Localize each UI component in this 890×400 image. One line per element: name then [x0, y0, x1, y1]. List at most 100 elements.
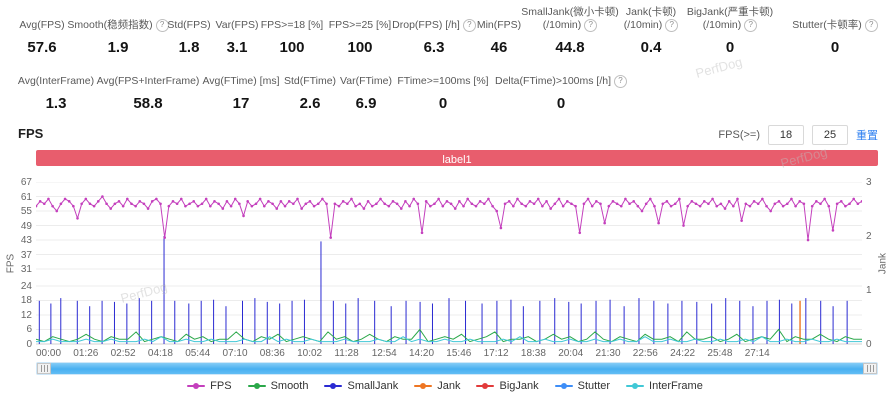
- legend-item-jank[interactable]: Jank: [414, 380, 460, 392]
- y-axis-tick: 49: [20, 220, 32, 232]
- legend-item-smalljank[interactable]: SmallJank: [324, 380, 398, 392]
- metric: Avg(FTime) [ms] 17: [202, 62, 280, 112]
- chart-label-banner: label1: [36, 150, 878, 166]
- scrollbar-track[interactable]: [51, 363, 863, 374]
- metric: Stutter(卡顿率)? 0: [792, 6, 878, 56]
- y-axis-right-tick: 3: [866, 177, 872, 188]
- x-axis-tick: 15:46: [446, 348, 472, 359]
- help-icon[interactable]: ?: [155, 19, 169, 32]
- x-axis-tick: 00:00: [36, 348, 62, 359]
- metrics-row-2: Avg(InterFrame) 1.3 Avg(FPS+InterFrame) 58.…: [0, 62, 890, 116]
- fps-jank-chart[interactable]: [36, 182, 862, 345]
- metric: FPS>=25 [%] 100: [328, 6, 392, 56]
- metric-label: SmallJank(微小卡顿) (/10min)?: [521, 6, 619, 32]
- metric: Avg(FPS) 57.6: [16, 6, 68, 56]
- fps-series-marker-icon: [187, 382, 206, 390]
- section-title-fps: FPS: [18, 126, 44, 141]
- metric-value: 44.8: [555, 39, 585, 56]
- y-axis-right-tick: 1: [866, 285, 872, 296]
- legend-item-bigjank[interactable]: BigJank: [476, 380, 539, 392]
- help-icon[interactable]: ?: [462, 19, 476, 32]
- metric-value: 1.3: [45, 95, 67, 112]
- metric: FPS>=18 [%] 100: [260, 6, 324, 56]
- y-axis-title: FPS: [5, 253, 17, 274]
- metric: Drop(FPS) [/h]? 6.3: [392, 6, 476, 56]
- x-axis-tick: 04:18: [147, 348, 173, 359]
- metric-label: Stutter(卡顿率)?: [792, 6, 878, 32]
- legend-label: FPS: [210, 380, 232, 392]
- y-axis-tick: 24: [20, 280, 32, 292]
- metric-label: FPS>=25 [%]: [328, 19, 392, 31]
- metric: FTime>=100ms [%] 0: [396, 62, 490, 112]
- legend-label: SmallJank: [347, 380, 399, 392]
- metric-value: 58.8: [133, 95, 163, 112]
- scrollbar-right-handle[interactable]: [863, 363, 877, 374]
- y-axis-tick: 18: [20, 295, 32, 307]
- jank-series-marker-icon: [414, 382, 433, 390]
- help-icon[interactable]: ?: [744, 19, 758, 32]
- help-icon[interactable]: ?: [864, 19, 878, 32]
- metric-value: 100: [347, 39, 373, 56]
- metric-value: 100: [279, 39, 305, 56]
- x-axis-tick: 21:30: [595, 348, 621, 359]
- x-axis-tick: 10:02: [297, 348, 323, 359]
- metrics-row-1: Avg(FPS) 57.6 Smooth(稳频指数)? 1.9 Std(FPS) 1.8 V…: [0, 6, 890, 60]
- legend-item-stutter[interactable]: Stutter: [554, 380, 610, 392]
- metric-value: 57.6: [27, 39, 57, 56]
- x-axis-tick: 02:52: [110, 348, 136, 359]
- grip-icon: [40, 365, 48, 372]
- metric-label: Delta(FTime)>100ms [/h]?: [495, 62, 628, 88]
- metric: Smooth(稳频指数)? 1.9: [67, 6, 169, 56]
- x-axis-tick: 27:14: [744, 348, 770, 359]
- metric-label: Std(FTime): [283, 75, 337, 87]
- x-axis-tick: 24:22: [670, 348, 696, 359]
- x-axis-tick: 17:12: [483, 348, 509, 359]
- metric: Avg(FPS+InterFrame) 58.8: [97, 62, 200, 112]
- x-axis-tick: 18:38: [520, 348, 546, 359]
- fps-threshold-controls: FPS(>=) 重置: [718, 125, 878, 145]
- y-axis-tick: 67: [20, 177, 32, 188]
- metric: Var(FTime) 6.9: [340, 62, 392, 112]
- x-axis-tick: 11:28: [334, 348, 359, 359]
- x-axis-tick: 20:04: [558, 348, 584, 359]
- legend-item-smooth[interactable]: Smooth: [247, 380, 309, 392]
- metric-value: 1.9: [107, 39, 129, 56]
- legend-item-fps[interactable]: FPS: [187, 380, 232, 392]
- x-axis-tick: 12:54: [371, 348, 397, 359]
- metric-label: Avg(FPS): [19, 19, 65, 31]
- fps-threshold-input-high[interactable]: [812, 125, 848, 145]
- reset-link[interactable]: 重置: [856, 130, 878, 142]
- metric: Std(FTime) 2.6: [284, 62, 336, 112]
- y-axis-tick: 0: [26, 339, 32, 350]
- metric-label: FTime>=100ms [%]: [397, 75, 489, 87]
- help-icon[interactable]: ?: [614, 75, 628, 88]
- metric-label: Avg(InterFrame): [17, 75, 95, 87]
- x-axis-tick: 01:26: [73, 348, 99, 359]
- metric-label: FPS>=18 [%]: [260, 19, 324, 31]
- chart-range-scrollbar[interactable]: [36, 362, 878, 375]
- x-axis-tick: 08:36: [259, 348, 285, 359]
- metric-value: 46: [490, 39, 508, 56]
- y-axis-tick: 61: [20, 191, 32, 203]
- fps-threshold-input-low[interactable]: [768, 125, 804, 145]
- metric: Delta(FTime)>100ms [/h]? 0: [495, 62, 628, 112]
- metric-label: Var(FTime): [340, 75, 392, 87]
- y-axis-tick: 43: [20, 235, 32, 247]
- legend-item-interframe[interactable]: InterFrame: [626, 380, 703, 392]
- metric: BigJank(严重卡顿) (/10min)? 0: [686, 6, 774, 56]
- metric-value: 3.1: [226, 39, 248, 56]
- y-axis-tick: 37: [20, 249, 32, 261]
- metric: Var(FPS) 3.1: [214, 6, 260, 56]
- metric-value: 0: [830, 39, 840, 56]
- metric-label: Jank(卡顿) (/10min)?: [622, 6, 680, 32]
- y-axis-tick: 55: [20, 206, 32, 217]
- help-icon[interactable]: ?: [665, 19, 679, 32]
- help-icon[interactable]: ?: [584, 19, 598, 32]
- scrollbar-left-handle[interactable]: [37, 363, 51, 374]
- fps-threshold-label: FPS(>=): [718, 129, 760, 141]
- chart-label-text: label1: [442, 154, 472, 166]
- stutter-series-marker-icon: [554, 382, 573, 390]
- metric-label: Avg(FTime) [ms]: [202, 75, 280, 87]
- legend-label: Smooth: [270, 380, 309, 392]
